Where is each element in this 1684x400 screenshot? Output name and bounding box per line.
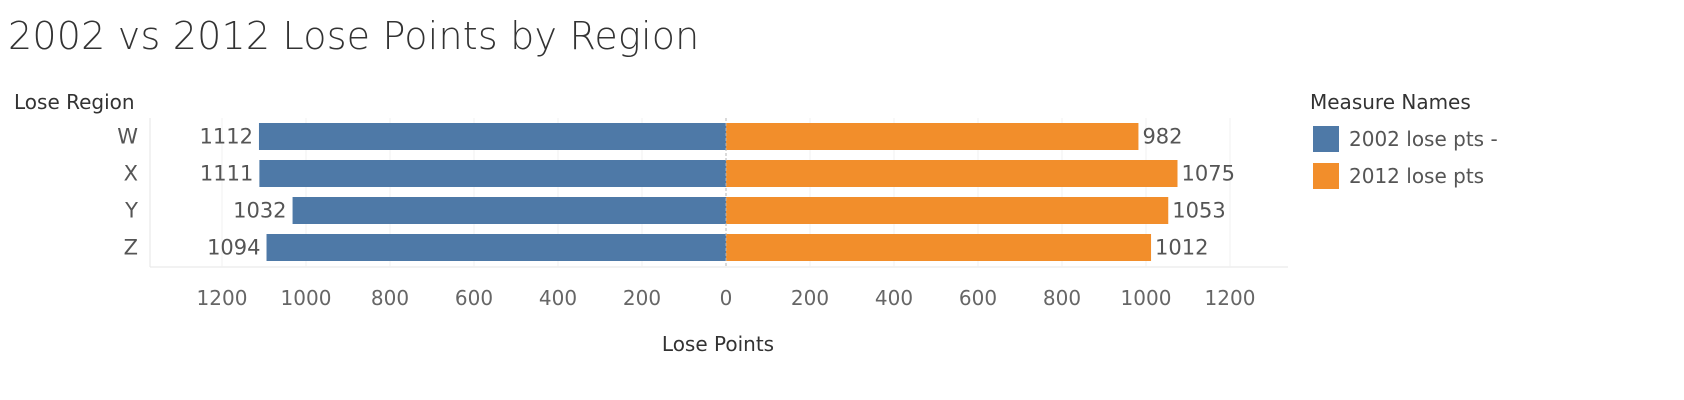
row-axis-header: Lose Region bbox=[14, 90, 135, 114]
data-label-2002-Y: 1032 bbox=[233, 199, 286, 223]
legend-swatch-2002 bbox=[1313, 125, 1339, 152]
x-tick-label: 1000 bbox=[281, 286, 332, 310]
x-tick-label: 600 bbox=[959, 286, 997, 310]
legend-title: Measure Names bbox=[1310, 90, 1471, 114]
legend-swatch-2012 bbox=[1313, 162, 1339, 189]
legend-item-2012[interactable]: 2012 lose pts bbox=[1310, 157, 1498, 194]
bar-2002-W bbox=[258, 123, 726, 150]
x-axis-title: Lose Points bbox=[662, 332, 774, 356]
x-tick-label: 1200 bbox=[197, 286, 248, 310]
x-tick-label: 800 bbox=[1043, 286, 1081, 310]
x-tick-label: 400 bbox=[875, 286, 913, 310]
x-tick-label: 800 bbox=[371, 286, 409, 310]
category-label-W: W bbox=[117, 125, 138, 149]
x-tick-label: 0 bbox=[720, 286, 733, 310]
data-label-2002-X: 1111 bbox=[200, 162, 253, 186]
legend-label-2012: 2012 lose pts bbox=[1349, 163, 1485, 188]
bar-2012-Y bbox=[726, 197, 1169, 224]
x-tick-label: 1000 bbox=[1121, 286, 1172, 310]
chart-title: 2002 vs 2012 Lose Points by Region bbox=[8, 14, 700, 58]
bar-2012-W bbox=[726, 123, 1139, 150]
x-tick-label: 600 bbox=[455, 286, 493, 310]
data-label-2012-Y: 1053 bbox=[1172, 199, 1225, 223]
bar-2002-Z bbox=[266, 234, 726, 261]
x-tick-label: 200 bbox=[623, 286, 661, 310]
data-label-2002-W: 1112 bbox=[200, 125, 253, 149]
data-label-2012-Z: 1012 bbox=[1155, 236, 1208, 260]
x-tick-label: 400 bbox=[539, 286, 577, 310]
category-label-Z: Z bbox=[124, 236, 138, 260]
bar-2012-X bbox=[726, 160, 1178, 187]
legend: Measure Names 2002 lose pts - 2012 lose … bbox=[1310, 90, 1498, 194]
bar-2002-X bbox=[259, 160, 726, 187]
category-label-X: X bbox=[124, 162, 138, 186]
data-label-2002-Z: 1094 bbox=[207, 236, 260, 260]
data-label-2012-W: 982 bbox=[1142, 125, 1182, 149]
bar-2012-Z bbox=[726, 234, 1152, 261]
category-label-Y: Y bbox=[124, 199, 138, 223]
x-tick-label: 200 bbox=[791, 286, 829, 310]
legend-label-2002: 2002 lose pts - bbox=[1349, 126, 1498, 151]
data-label-2012-X: 1075 bbox=[1182, 162, 1235, 186]
x-tick-label: 1200 bbox=[1205, 286, 1256, 310]
bar-2002-Y bbox=[292, 197, 726, 224]
legend-item-2002[interactable]: 2002 lose pts - bbox=[1310, 120, 1498, 157]
